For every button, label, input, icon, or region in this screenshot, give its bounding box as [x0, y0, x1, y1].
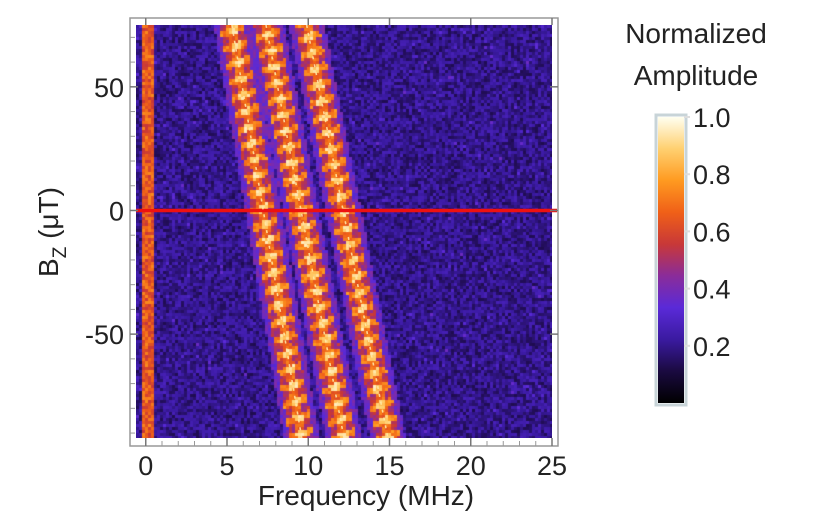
- heatmap-area: [136, 25, 552, 438]
- colorbar-tick-label: 0.2: [693, 332, 731, 362]
- y-axis-title-subscript: Z: [50, 246, 71, 258]
- colorbar-tick-label: 0.6: [693, 217, 731, 247]
- x-tick-label: 5: [219, 451, 234, 481]
- x-axis: 0 5 10 15 20 25: [138, 18, 567, 481]
- x-tick-label: 25: [537, 451, 567, 481]
- colorbar-ticks: 1.0 0.8 0.6 0.4 0.2: [684, 103, 731, 362]
- y-axis-title-main: B: [33, 258, 64, 277]
- y-axis-title-unit: (μT): [33, 187, 64, 247]
- x-tick-label: 15: [374, 451, 404, 481]
- y-tick-label: -50: [85, 320, 124, 350]
- y-axis: 50 0 -50: [85, 36, 558, 434]
- y-tick-label: 50: [94, 73, 124, 103]
- colorbar-tick-label: 0.8: [693, 160, 731, 190]
- resonance-line-2: [265, 24, 345, 439]
- colorbar-title-line2: Amplitude: [634, 60, 759, 91]
- colorbar: [658, 117, 684, 403]
- plot-frame-outer: [129, 17, 559, 447]
- x-tick-label: 20: [456, 451, 486, 481]
- resonance-line-1: [231, 24, 303, 439]
- y-axis-title: BZ (μT): [33, 187, 71, 277]
- y-tick-label: 0: [109, 196, 124, 226]
- x-tick-label: 0: [138, 451, 153, 481]
- colorbar-frame: [654, 113, 688, 407]
- x-axis-title: Frequency (MHz): [258, 480, 474, 511]
- resonance-line-3: [305, 24, 389, 439]
- svg-text:BZ (μT): BZ (μT): [33, 187, 71, 277]
- colorbar-tick-label: 1.0: [693, 103, 731, 133]
- x-tick-label: 10: [293, 451, 323, 481]
- colorbar-tick-label: 0.4: [693, 275, 731, 305]
- colorbar-title-line1: Normalized: [625, 18, 767, 49]
